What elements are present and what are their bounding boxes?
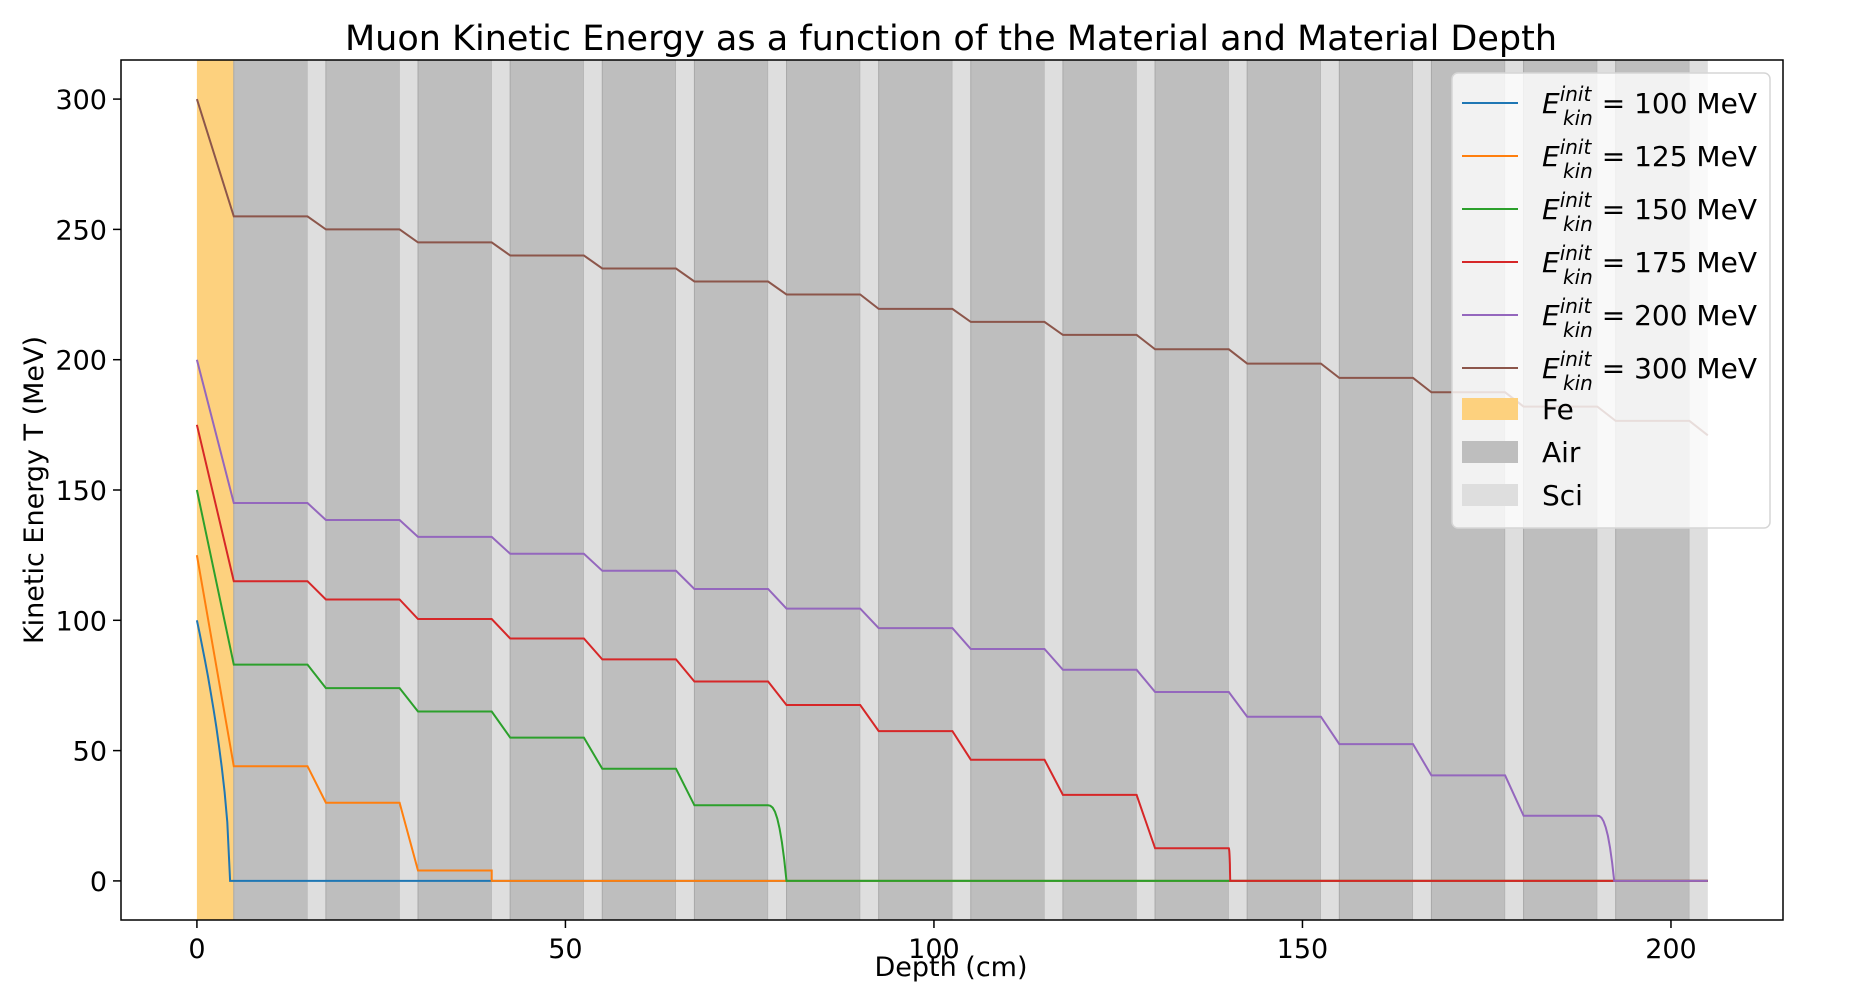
x-tick-label-0: 0 — [188, 934, 205, 965]
band-sci-1 — [399, 60, 419, 920]
legend-box — [1451, 72, 1771, 529]
x-tick-label-50: 50 — [548, 934, 582, 965]
y-tick-label-0: 0 — [90, 867, 107, 898]
legend-label-200: Einit kin = 200 MeV — [1542, 294, 1757, 342]
band-sci-5 — [768, 60, 787, 920]
series-line-175 — [195, 424, 1708, 882]
legend-label-175: Einit kin = 175 MeV — [1542, 241, 1757, 289]
band-sci-12 — [1413, 60, 1432, 920]
band-sci-8 — [1044, 60, 1063, 920]
legend-label-fe: Fe — [1542, 393, 1574, 426]
series-line-200 — [195, 359, 1708, 882]
legend-swatch-sci — [1462, 484, 1518, 506]
band-air-11 — [1246, 59, 1322, 921]
band-air-5 — [693, 59, 769, 921]
legend-label-100: Einit kin = 100 MeV — [1542, 82, 1757, 130]
band-sci-4 — [675, 60, 695, 920]
band-sci-7 — [952, 60, 971, 920]
legend: Einit kin = 100 MeV Einit kin = 125 MeV Eini… — [1451, 72, 1771, 529]
band-sci-11 — [1320, 60, 1340, 920]
y-tick-label-250: 250 — [55, 215, 107, 246]
band-air-7 — [878, 59, 953, 921]
y-tick-label-100: 100 — [55, 606, 107, 637]
y-tick-label-200: 200 — [55, 346, 107, 377]
band-sci-2 — [491, 60, 511, 920]
band-air-9 — [1062, 59, 1138, 921]
y-tick-label-300: 300 — [55, 85, 107, 116]
chart-title: Muon Kinetic Energy as a function of the… — [345, 19, 1557, 59]
legend-label-sci: Sci — [1542, 479, 1583, 512]
x-tick-label-100: 100 — [908, 934, 960, 965]
y-axis-label: Kinetic Energy T (MeV) — [19, 336, 50, 644]
series-line-125 — [195, 555, 1708, 882]
band-sci-6 — [860, 60, 879, 920]
series-lines — [195, 98, 1709, 882]
legend-swatch-fe — [1462, 398, 1518, 420]
band-air-1 — [325, 59, 401, 921]
legend-label-air: Air — [1542, 436, 1581, 469]
band-fe — [196, 60, 234, 920]
x-axis-label: Depth (cm) — [874, 952, 1027, 983]
series-line-150 — [195, 489, 1708, 882]
band-sci-0 — [307, 60, 326, 920]
band-sci-10 — [1228, 60, 1248, 920]
band-air-0 — [233, 59, 308, 921]
band-air-8 — [970, 59, 1045, 921]
y-axis-ticks: 0 50 100 150 200 250 300 — [55, 85, 121, 898]
legend-label-300: Einit kin = 300 MeV — [1542, 347, 1757, 395]
y-tick-label-50: 50 — [73, 737, 107, 768]
series-line-100 — [195, 620, 1708, 882]
band-air-12 — [1338, 59, 1414, 921]
band-sci-3 — [583, 60, 603, 920]
band-air-3 — [509, 59, 585, 921]
band-air-2 — [417, 59, 493, 921]
legend-swatch-air — [1462, 441, 1518, 463]
band-air-6 — [786, 59, 861, 921]
x-axis-ticks: 0 50 100 150 200 — [188, 920, 1697, 965]
band-air-4 — [601, 59, 677, 921]
x-tick-label-200: 200 — [1645, 934, 1697, 965]
band-sci-9 — [1136, 60, 1156, 920]
legend-label-150: Einit kin = 150 MeV — [1542, 188, 1757, 236]
legend-label-125: Einit kin = 125 MeV — [1542, 135, 1757, 183]
y-tick-label-150: 150 — [55, 476, 107, 507]
x-tick-label-150: 150 — [1277, 934, 1329, 965]
band-air-10 — [1154, 59, 1230, 921]
